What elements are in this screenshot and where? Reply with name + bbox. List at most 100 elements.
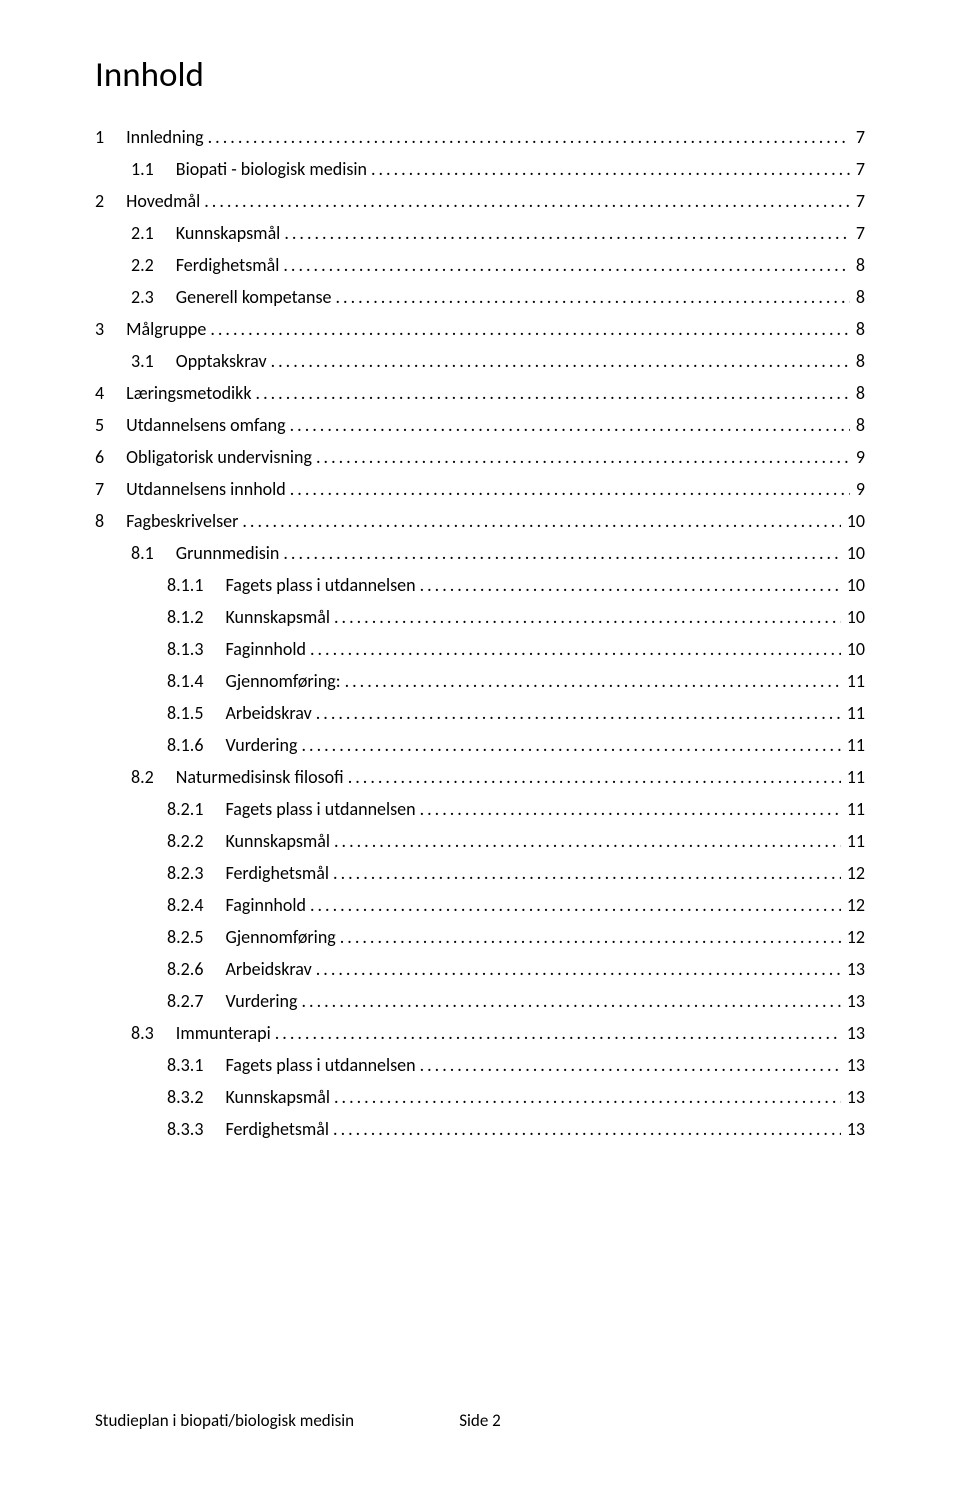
footer-left: Studieplan i biopati/biologisk medisin: [95, 1410, 354, 1431]
toc-entry-label: Ferdighetsmål: [176, 256, 280, 274]
toc-leader-dots: ........................................…: [306, 896, 841, 914]
toc-entry-number: 8.2.6: [167, 960, 225, 978]
toc-entry[interactable]: 8.2.1Fagets plass i utdannelsen.........…: [167, 800, 865, 818]
toc-entry[interactable]: 8.2.5Gjennomføring......................…: [167, 928, 865, 946]
toc-entry-page: 13: [841, 1024, 865, 1042]
toc-leader-dots: ........................................…: [286, 480, 850, 498]
footer-page-number: Side 2: [459, 1410, 501, 1431]
toc-entry[interactable]: 8.2.4Faginnhold.........................…: [167, 896, 865, 914]
toc-leader-dots: ........................................…: [306, 640, 841, 658]
toc-entry[interactable]: 8.3.2Kunnskapsmål.......................…: [167, 1088, 865, 1106]
toc-entry-number: 4: [95, 384, 126, 402]
toc-entry[interactable]: 8.2.7Vurdering..........................…: [167, 992, 865, 1010]
toc-leader-dots: ........................................…: [329, 864, 841, 882]
toc-leader-dots: ........................................…: [330, 1088, 841, 1106]
toc-entry[interactable]: 2.3Generell kompetanse..................…: [131, 288, 865, 306]
toc-entry-number: 1: [95, 128, 126, 146]
toc-entry-number: 8.1: [131, 544, 176, 562]
toc-entry-page: 13: [841, 1088, 865, 1106]
toc-entry[interactable]: 8.1.3Faginnhold.........................…: [167, 640, 865, 658]
toc-entry-number: 8.3.1: [167, 1056, 225, 1074]
toc-entry-number: 8.3.3: [167, 1120, 225, 1138]
toc-leader-dots: ........................................…: [330, 832, 841, 850]
toc-entry-label: Gjennomføring:: [225, 672, 340, 690]
toc-entry-label: Kunnskapsmål: [225, 832, 330, 850]
toc-entry-page: 13: [841, 960, 865, 978]
toc-leader-dots: ........................................…: [267, 352, 850, 370]
toc-entry-page: 13: [841, 1120, 865, 1138]
toc-entry[interactable]: 8.1Grunnmedisin.........................…: [131, 544, 865, 562]
toc-entry-label: Grunnmedisin: [176, 544, 280, 562]
toc-entry[interactable]: 4Læringsmetodikk........................…: [95, 384, 865, 402]
toc-entry-label: Ferdighetsmål: [225, 864, 329, 882]
toc-entry[interactable]: 2.1Kunnskapsmål.........................…: [131, 224, 865, 242]
toc-entry-page: 10: [841, 608, 865, 626]
toc-entry[interactable]: 8.2.6Arbeidskrav........................…: [167, 960, 865, 978]
toc-leader-dots: ........................................…: [341, 672, 841, 690]
toc-entry-label: Fagets plass i utdannelsen: [225, 1056, 415, 1074]
toc-entry[interactable]: 3Målgruppe..............................…: [95, 320, 865, 338]
toc-leader-dots: ........................................…: [312, 960, 841, 978]
toc-entry-label: Vurdering: [225, 992, 297, 1010]
toc-leader-dots: ........................................…: [200, 192, 850, 210]
toc-leader-dots: ........................................…: [312, 704, 841, 722]
toc-entry-label: Faginnhold: [225, 640, 305, 658]
toc-entry[interactable]: 7Utdannelsens innhold...................…: [95, 480, 865, 498]
toc-entry[interactable]: 2Hovedmål...............................…: [95, 192, 865, 210]
toc-entry-number: 8.1.6: [167, 736, 225, 754]
toc-entry[interactable]: 1.1Biopati - biologisk medisin..........…: [131, 160, 865, 178]
toc-entry-label: Ferdighetsmål: [225, 1120, 329, 1138]
toc-entry-page: 10: [841, 512, 865, 530]
toc-leader-dots: ........................................…: [204, 128, 850, 146]
toc-entry[interactable]: 5Utdannelsens omfang....................…: [95, 416, 865, 434]
toc-entry[interactable]: 3.1Opptakskrav..........................…: [131, 352, 865, 370]
toc-entry-label: Generell kompetanse: [176, 288, 332, 306]
toc-entry-number: 8.2.3: [167, 864, 225, 882]
toc-entry-label: Biopati - biologisk medisin: [176, 160, 367, 178]
toc-entry-number: 8.1.4: [167, 672, 225, 690]
toc-entry-page: 12: [841, 864, 865, 882]
toc-entry-number: 8: [95, 512, 126, 530]
toc-entry[interactable]: 8.2Naturmedisinsk filosofi..............…: [131, 768, 865, 786]
toc-entry-number: 7: [95, 480, 126, 498]
toc-entry-page: 9: [850, 480, 865, 498]
toc-entry-page: 11: [841, 768, 865, 786]
toc-entry-number: 8.1.5: [167, 704, 225, 722]
toc-entry[interactable]: 8.1.6Vurdering..........................…: [167, 736, 865, 754]
toc-entry[interactable]: 8.2.3Ferdighetsmål......................…: [167, 864, 865, 882]
page-title: Innhold: [95, 54, 865, 96]
toc-entry-page: 8: [850, 288, 865, 306]
toc-leader-dots: ........................................…: [332, 288, 850, 306]
toc-entry[interactable]: 8Fagbeskrivelser........................…: [95, 512, 865, 530]
toc-entry-page: 10: [841, 640, 865, 658]
toc-entry-page: 11: [841, 704, 865, 722]
toc-entry[interactable]: 8.1.1Fagets plass i utdannelsen.........…: [167, 576, 865, 594]
toc-entry-page: 10: [841, 544, 865, 562]
toc-entry-label: Kunnskapsmål: [225, 608, 330, 626]
toc-leader-dots: ........................................…: [312, 448, 850, 466]
toc-leader-dots: ........................................…: [336, 928, 841, 946]
toc-entry-number: 1.1: [131, 160, 176, 178]
toc-entry[interactable]: 8.1.2Kunnskapsmål.......................…: [167, 608, 865, 626]
toc-entry-number: 8.1.2: [167, 608, 225, 626]
toc-entry[interactable]: 8.3Immunterapi..........................…: [131, 1024, 865, 1042]
toc-entry-label: Naturmedisinsk filosofi: [176, 768, 344, 786]
toc-entry[interactable]: 8.3.3Ferdighetsmål......................…: [167, 1120, 865, 1138]
toc-entry[interactable]: 8.2.2Kunnskapsmål.......................…: [167, 832, 865, 850]
toc-entry-number: 8.2: [131, 768, 176, 786]
toc-entry[interactable]: 8.3.1Fagets plass i utdannelsen.........…: [167, 1056, 865, 1074]
toc-entry[interactable]: 6Obligatorisk undervisning..............…: [95, 448, 865, 466]
toc-entry-number: 6: [95, 448, 126, 466]
toc-entry[interactable]: 8.1.5Arbeidskrav........................…: [167, 704, 865, 722]
toc-entry-number: 8.2.4: [167, 896, 225, 914]
toc-entry[interactable]: 2.2Ferdighetsmål........................…: [131, 256, 865, 274]
table-of-contents: 1Innledning.............................…: [95, 128, 865, 1138]
toc-entry-number: 3.1: [131, 352, 176, 370]
toc-leader-dots: ........................................…: [280, 224, 850, 242]
toc-leader-dots: ........................................…: [286, 416, 850, 434]
toc-entry-number: 3: [95, 320, 126, 338]
toc-entry[interactable]: 1Innledning.............................…: [95, 128, 865, 146]
toc-leader-dots: ........................................…: [416, 576, 841, 594]
toc-entry[interactable]: 8.1.4Gjennomføring:.....................…: [167, 672, 865, 690]
toc-entry-number: 8.2.5: [167, 928, 225, 946]
